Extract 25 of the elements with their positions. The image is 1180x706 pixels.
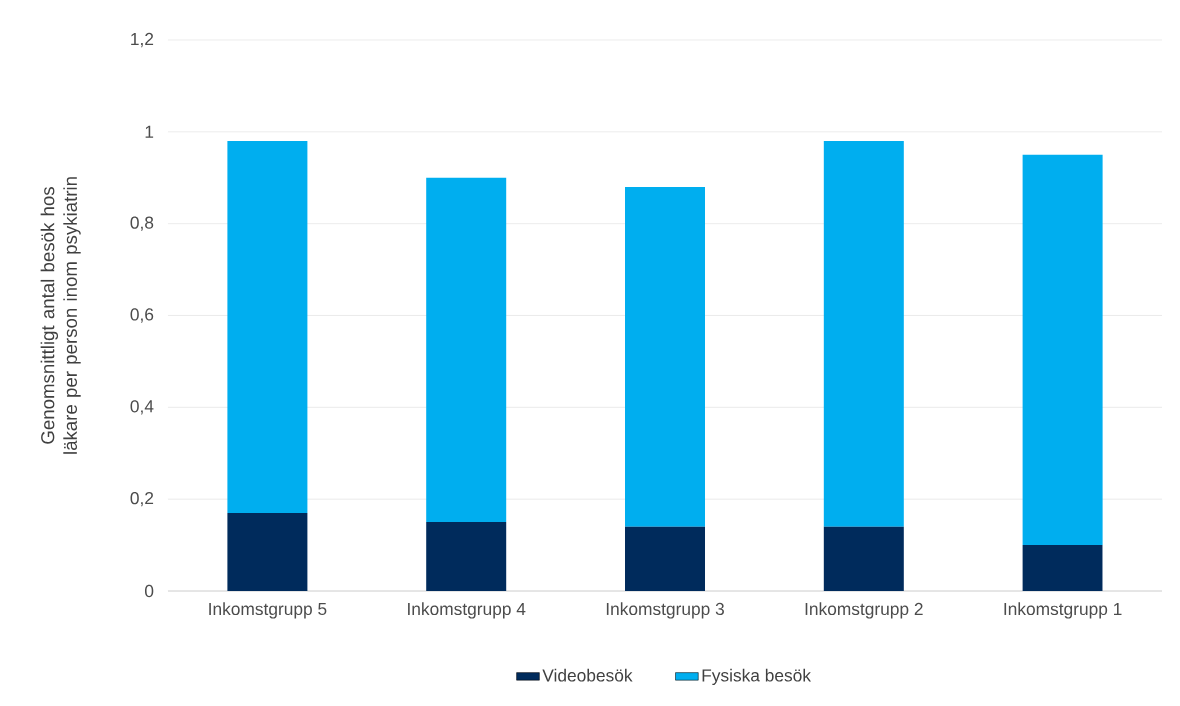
y-tick-label: 0,8 <box>130 216 154 231</box>
y-axis-title: Genomsnittligt antal besök hos läkare per person inom psykiatrin <box>40 177 81 454</box>
bar <box>227 512 308 591</box>
bar <box>823 526 904 591</box>
y-tick-label: 0,2 <box>130 492 154 507</box>
x-tick-label: Inkomstgrupp 4 <box>408 602 526 619</box>
bar <box>625 526 706 591</box>
x-tick-label: Inkomstgrupp 3 <box>606 602 724 619</box>
bar <box>426 522 507 591</box>
y-tick-label: 1 <box>145 125 154 138</box>
y-tick-label: 0,4 <box>130 400 154 415</box>
y-tick-label: 0,6 <box>130 308 154 323</box>
legend-label: Fysiska besök <box>702 668 812 685</box>
y-tick-label: 1,2 <box>131 32 154 48</box>
bar <box>625 186 706 527</box>
y-tick-label: 0 <box>144 584 154 598</box>
x-tick-label: Inkomstgrupp 1 <box>1004 602 1122 619</box>
bar <box>1022 154 1103 546</box>
legend-label: Videobesök <box>542 668 633 682</box>
bar <box>227 141 308 513</box>
x-tick-label: Inkomstgrupp 2 <box>805 602 923 619</box>
bar <box>426 177 507 523</box>
x-tick-label: Inkomstgrupp 5 <box>209 602 327 619</box>
bar <box>1022 545 1103 591</box>
bar <box>823 141 904 527</box>
